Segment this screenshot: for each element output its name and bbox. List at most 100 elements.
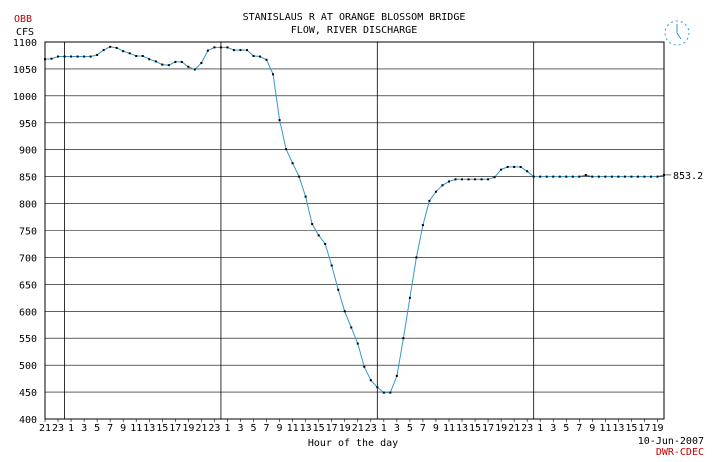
data-point	[402, 337, 405, 340]
x-tick-label: 23	[365, 423, 377, 434]
data-point	[363, 365, 366, 368]
y-tick-label: 900	[19, 146, 37, 157]
data-point	[70, 55, 73, 58]
x-tick-label: 11	[130, 423, 142, 434]
x-tick-label: 1	[224, 423, 230, 434]
data-point	[298, 175, 301, 178]
y-tick-labels: 400 450 500 550 600 650 700 750 800 850 900 950 1000…	[13, 38, 37, 426]
data-point	[649, 175, 652, 178]
data-point	[76, 55, 79, 58]
data-point	[291, 162, 294, 165]
x-tick-label: 3	[394, 423, 400, 434]
data-point	[213, 46, 216, 49]
data-point	[434, 190, 437, 193]
data-point	[311, 223, 314, 226]
data-point	[369, 379, 372, 382]
data-point	[356, 342, 359, 345]
data-point	[610, 175, 613, 178]
x-tick-label: 9	[120, 423, 126, 434]
data-point	[265, 58, 268, 61]
data-point	[141, 55, 144, 58]
x-tick-label: 23	[52, 423, 64, 434]
y-tick-label: 700	[19, 253, 37, 264]
data-point	[565, 175, 568, 178]
data-point	[447, 180, 450, 183]
data-point	[180, 60, 183, 63]
x-tick-label: 21	[508, 423, 520, 434]
data-point	[461, 178, 464, 181]
data-point	[591, 175, 594, 178]
x-tick-label: 17	[169, 423, 181, 434]
data-point	[304, 195, 307, 198]
series-line	[44, 46, 665, 394]
x-tick-label: 7	[576, 423, 582, 434]
data-point	[623, 175, 626, 178]
x-tick-label: 13	[300, 423, 312, 434]
x-tick-label: 21	[352, 423, 364, 434]
data-point	[161, 63, 164, 66]
data-point	[584, 174, 587, 177]
data-point	[656, 175, 659, 178]
x-tick-label: 1	[68, 423, 74, 434]
data-point	[617, 175, 620, 178]
data-point	[532, 175, 535, 178]
data-point	[513, 165, 516, 168]
data-point	[200, 62, 203, 65]
data-point	[421, 224, 424, 227]
data-point	[187, 65, 190, 68]
x-axis-label: Hour of the day	[308, 438, 398, 449]
data-point	[102, 49, 105, 52]
x-tick-label: 1	[381, 423, 387, 434]
clock-icon	[664, 20, 690, 46]
data-point	[636, 175, 639, 178]
x-tick-label: 15	[313, 423, 325, 434]
data-point	[597, 175, 600, 178]
data-point	[480, 178, 483, 181]
x-tick-label: 11	[599, 423, 611, 434]
data-point	[245, 49, 248, 52]
last-value-label: 853.2	[673, 171, 703, 182]
x-tick-label: 3	[237, 423, 243, 434]
x-tick-label: 11	[287, 423, 299, 434]
x-tick-label: 5	[94, 423, 100, 434]
y-tick-label: 500	[19, 361, 37, 372]
x-tick-label: 7	[420, 423, 426, 434]
data-point	[519, 165, 522, 168]
x-tick-label: 13	[612, 423, 624, 434]
source-label: DWR-CDEC	[656, 447, 704, 458]
data-point	[317, 234, 320, 237]
x-tick-label: 5	[563, 423, 569, 434]
y-tick-label: 950	[19, 119, 37, 130]
data-point	[239, 49, 242, 52]
data-point	[545, 175, 548, 178]
data-point	[272, 73, 275, 76]
x-tick-label: 3	[550, 423, 556, 434]
data-point	[376, 386, 379, 389]
y-tick-label: 400	[19, 415, 37, 426]
data-point	[415, 256, 418, 259]
chart-title: STANISLAUS R AT ORANGE BLOSSOM BRIDGE	[243, 12, 466, 23]
data-point	[552, 175, 555, 178]
data-point	[558, 175, 561, 178]
x-tick-label: 15	[469, 423, 481, 434]
x-tick-label: 21	[39, 423, 51, 434]
x-tick-label: 5	[407, 423, 413, 434]
data-point	[578, 175, 581, 178]
data-point	[135, 55, 138, 58]
data-point	[109, 45, 112, 48]
data-point	[337, 288, 340, 291]
y-axis-label: CFS	[16, 27, 34, 38]
data-point	[44, 58, 46, 61]
data-point	[122, 50, 125, 53]
data-point	[500, 168, 503, 171]
y-tick-label: 450	[19, 388, 37, 399]
y-tick-label: 600	[19, 307, 37, 318]
y-tick-label: 650	[19, 280, 37, 291]
data-point	[206, 49, 209, 52]
y-tick-label: 1000	[13, 92, 37, 103]
data-point	[389, 391, 392, 394]
y-tick-label: 1050	[13, 65, 37, 76]
data-point	[604, 175, 607, 178]
data-point	[474, 178, 477, 181]
data-point	[89, 55, 92, 58]
